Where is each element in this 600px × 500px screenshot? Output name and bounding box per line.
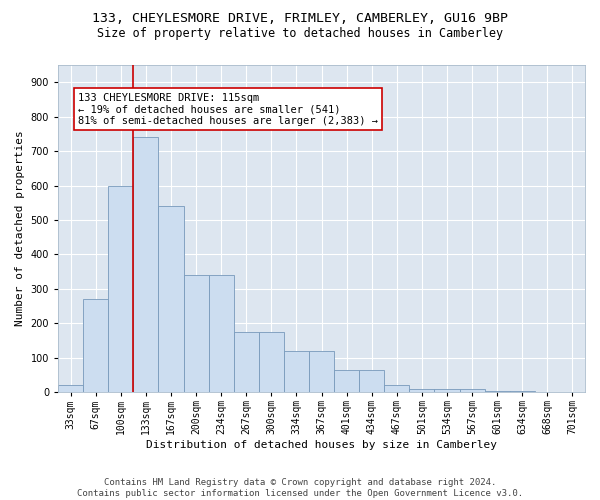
Bar [284,351,309,392]
Bar [133,138,158,392]
Text: 133, CHEYLESMORE DRIVE, FRIMLEY, CAMBERLEY, GU16 9BP: 133, CHEYLESMORE DRIVE, FRIMLEY, CAMBERL… [92,12,508,26]
Bar [184,275,209,392]
Bar [510,390,535,392]
Text: Size of property relative to detached houses in Camberley: Size of property relative to detached ho… [97,28,503,40]
Text: Contains HM Land Registry data © Crown copyright and database right 2024.
Contai: Contains HM Land Registry data © Crown c… [77,478,523,498]
Bar [309,351,334,392]
Text: 133 CHEYLESMORE DRIVE: 115sqm
← 19% of detached houses are smaller (541)
81% of : 133 CHEYLESMORE DRIVE: 115sqm ← 19% of d… [78,92,378,126]
Bar [460,390,485,392]
Bar [485,390,510,392]
Bar [209,275,234,392]
Y-axis label: Number of detached properties: Number of detached properties [15,130,25,326]
Bar [108,186,133,392]
Bar [58,386,83,392]
Bar [158,206,184,392]
Bar [259,332,284,392]
Bar [234,332,259,392]
Bar [384,386,409,392]
Bar [334,370,359,392]
Bar [434,389,460,392]
Bar [83,299,108,392]
Bar [409,389,434,392]
X-axis label: Distribution of detached houses by size in Camberley: Distribution of detached houses by size … [146,440,497,450]
Bar [359,370,384,392]
